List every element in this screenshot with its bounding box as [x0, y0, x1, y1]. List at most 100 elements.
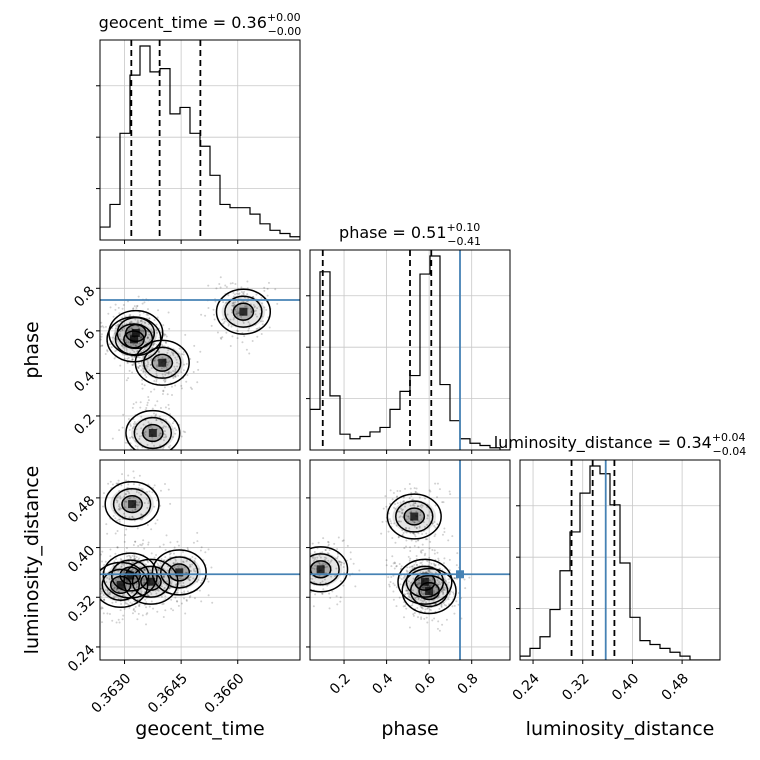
histogram-luminosity_distance — [520, 465, 720, 660]
sample-point — [412, 614, 415, 617]
sample-point — [307, 559, 309, 561]
contour-line — [133, 416, 173, 450]
sample-point — [143, 384, 146, 387]
sample-point — [178, 564, 181, 567]
contour-line — [386, 493, 442, 540]
sample-point — [395, 565, 398, 568]
sample-point — [212, 308, 215, 311]
grid-lines — [100, 460, 300, 660]
title-name: phase = 0.51 — [339, 223, 446, 242]
sample-point — [102, 505, 105, 508]
sample-point — [164, 333, 167, 336]
sample-point — [312, 557, 315, 560]
sample-point — [135, 577, 138, 580]
sample-point — [139, 565, 142, 568]
sample-point — [416, 539, 419, 542]
sample-point — [180, 602, 183, 605]
sample-point — [177, 544, 180, 547]
sample-point — [111, 437, 114, 440]
sample-point — [123, 495, 126, 498]
sample-point — [414, 502, 417, 505]
sample-point — [448, 490, 451, 493]
sample-point — [124, 441, 127, 444]
sample-point — [238, 292, 241, 295]
sample-point — [319, 582, 322, 585]
sample-point — [150, 552, 153, 555]
sample-point — [110, 346, 113, 349]
sample-point — [167, 370, 170, 373]
sample-point — [137, 503, 140, 506]
sample-point — [428, 579, 431, 582]
sample-point — [417, 597, 420, 600]
sample-point — [250, 310, 253, 313]
sample-point — [230, 311, 233, 314]
sample-point — [162, 389, 165, 392]
sample-point — [96, 574, 98, 576]
sample-point — [137, 365, 140, 368]
sample-point — [144, 433, 147, 436]
sample-point — [302, 578, 304, 580]
sample-point — [443, 530, 446, 533]
sample-point — [410, 581, 413, 584]
sample-point — [219, 336, 222, 339]
sample-point — [410, 565, 413, 568]
sample-point — [164, 406, 167, 409]
sample-point — [447, 581, 450, 584]
sample-point — [403, 583, 406, 586]
sample-point — [139, 320, 142, 323]
sample-point — [266, 287, 269, 290]
sample-point — [233, 316, 236, 319]
sample-point — [114, 324, 117, 327]
sample-point — [406, 592, 409, 595]
sample-point — [135, 428, 138, 431]
sample-point — [119, 557, 122, 560]
sample-point — [192, 541, 195, 544]
sample-point — [322, 537, 325, 540]
sample-point — [196, 381, 199, 384]
sample-point — [436, 627, 439, 630]
sample-point — [147, 541, 150, 544]
sample-point — [145, 406, 148, 409]
sample-point — [150, 328, 153, 331]
sample-point — [164, 379, 167, 382]
sample-point — [433, 521, 436, 524]
sample-point — [145, 606, 148, 609]
sample-point — [411, 565, 414, 568]
sample-point — [98, 579, 100, 581]
sample-point — [411, 504, 414, 507]
sample-point — [145, 313, 148, 316]
sample-point — [135, 491, 138, 494]
sample-point — [268, 326, 271, 329]
sample-point — [165, 372, 168, 375]
sample-point — [324, 566, 327, 569]
sample-point — [427, 606, 430, 609]
sample-point — [133, 421, 136, 424]
sample-point — [149, 569, 152, 572]
sample-point — [136, 585, 139, 588]
sample-point — [120, 565, 123, 568]
sample-point — [96, 578, 98, 580]
contour-line — [215, 288, 272, 335]
sample-point — [169, 552, 172, 555]
sample-point — [128, 328, 131, 331]
sample-point — [339, 600, 342, 603]
sample-point — [174, 374, 177, 377]
sample-point — [330, 559, 333, 562]
sample-point — [124, 493, 127, 496]
sample-point — [128, 606, 131, 609]
sample-point — [163, 586, 166, 589]
sample-point — [111, 619, 114, 622]
sample-point — [107, 312, 110, 315]
sample-point — [328, 607, 331, 610]
sample-point — [414, 561, 417, 564]
sample-point — [97, 536, 99, 538]
sample-point — [100, 335, 103, 338]
sample-point — [131, 560, 134, 563]
sample-point — [180, 591, 183, 594]
sample-point — [420, 549, 423, 552]
sample-point — [336, 557, 339, 560]
sample-point — [152, 343, 155, 346]
sample-point — [200, 600, 203, 603]
sample-point — [256, 315, 259, 318]
sample-point — [434, 504, 437, 507]
